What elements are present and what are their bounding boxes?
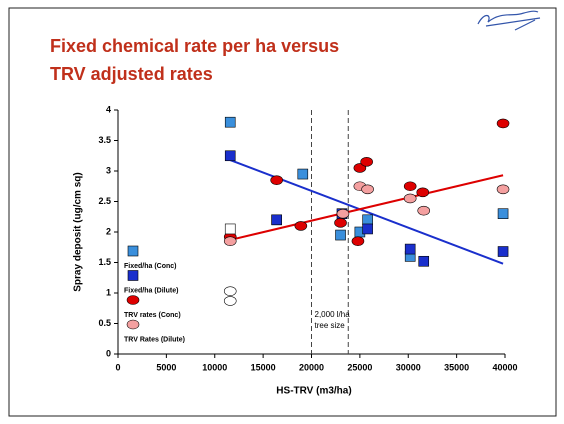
point [403,181,417,192]
point [224,150,236,162]
y-tick-label: 1 [106,287,111,297]
legend-marker [127,270,139,281]
point [403,193,417,204]
point [418,255,430,267]
legend-marker [126,319,140,330]
point [223,236,237,246]
point [361,184,374,195]
point [223,296,237,306]
point [362,214,373,226]
point [362,223,373,235]
point [334,218,347,228]
point [270,175,283,185]
x-tick-label: 35000 [444,362,469,372]
point [297,168,309,180]
x-tick-label: 25000 [347,362,372,372]
point [294,221,308,231]
annotation: 2,000 l/ha [315,310,351,319]
y-tick-label: 4 [106,104,111,114]
point [351,236,365,246]
x-axis-label: HS-TRV (m3/ha) [276,386,351,397]
slide-border [8,7,557,417]
legend-marker [126,295,140,305]
point [335,229,346,241]
x-tick-label: 20000 [299,362,324,372]
point [360,157,373,167]
y-tick-label: 0.5 [98,318,111,328]
point [224,223,236,235]
legend-label: Fixed/ha (Conc) [124,263,177,270]
legend-marker [127,245,139,257]
y-tick-label: 1.5 [98,257,111,267]
legend-label: TRV rates (Conc) [124,312,181,319]
x-tick-label: 10000 [202,362,227,372]
y-tick-label: 0 [106,348,111,358]
x-tick-label: 40000 [492,362,517,372]
point [496,118,510,129]
point [223,286,237,296]
point [496,184,510,195]
annotation: tree size [315,321,346,330]
x-tick-label: 5000 [156,362,176,372]
logo [477,10,541,31]
chart-title: Fixed chemical rate per ha versus [50,36,339,56]
y-tick-label: 3.5 [98,135,111,145]
point [336,208,350,219]
legend-label: Fixed/ha (Dilute) [124,287,178,294]
y-tick-label: 3 [106,165,111,175]
point [404,243,416,255]
chart-title: TRV adjusted rates [50,64,213,84]
y-tick-label: 2 [106,226,111,236]
trendline [229,174,504,241]
point [416,187,430,198]
x-tick-label: 30000 [396,362,421,372]
x-tick-label: 15000 [251,362,276,372]
point [224,116,236,128]
y-axis-label: Spray deposit (ug/cm sq) [73,172,84,291]
legend-label: TRV Rates (Dilute) [124,336,185,343]
point [417,205,431,216]
point [271,214,282,226]
point [497,208,509,219]
point [497,246,509,257]
x-tick-label: 0 [115,362,120,372]
y-tick-label: 2.5 [98,196,111,206]
